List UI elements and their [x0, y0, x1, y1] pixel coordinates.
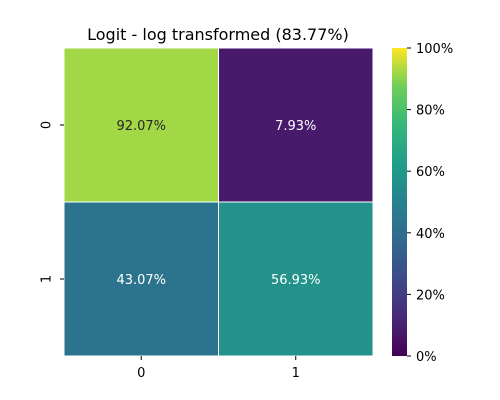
y-axis: 01 [40, 121, 64, 283]
colorbar-tick-label: 80% [416, 104, 445, 119]
cell-label-r1-c0: 43.07% [116, 273, 166, 288]
colorbar [392, 48, 407, 356]
x-tick-label: 1 [292, 366, 300, 381]
colorbar-tick-label: 20% [416, 288, 445, 303]
heatmap-cell-r1-c0 [63, 201, 219, 357]
x-tick-label: 0 [137, 366, 145, 381]
cell-label-r1-c1: 56.93% [271, 273, 321, 288]
y-tick-label: 0 [40, 121, 55, 129]
colorbar-axis: 0% 20% 40% 60% 80% 100% [407, 42, 453, 365]
colorbar-tick-label: 60% [416, 165, 445, 180]
y-tick-label: 1 [40, 275, 55, 283]
heatmap-cell-labels: 92.07% 7.93% 43.07% 56.93% [116, 119, 320, 288]
colorbar-tick-label: 40% [416, 227, 445, 242]
colorbar-tick-label: 0% [416, 350, 437, 365]
colorbar-tick-label: 100% [416, 42, 453, 57]
cell-label-r0-c1: 7.93% [275, 119, 316, 134]
heatmap-cell-r0-c1 [218, 47, 374, 203]
heatmap-cell-r1-c1 [218, 201, 374, 357]
heatmap-cells [63, 47, 374, 357]
heatmap-cell-r0-c0 [63, 47, 219, 203]
cell-label-r0-c0: 92.07% [116, 119, 166, 134]
chart-title: Logit - log transformed (83.77%) [87, 25, 349, 44]
